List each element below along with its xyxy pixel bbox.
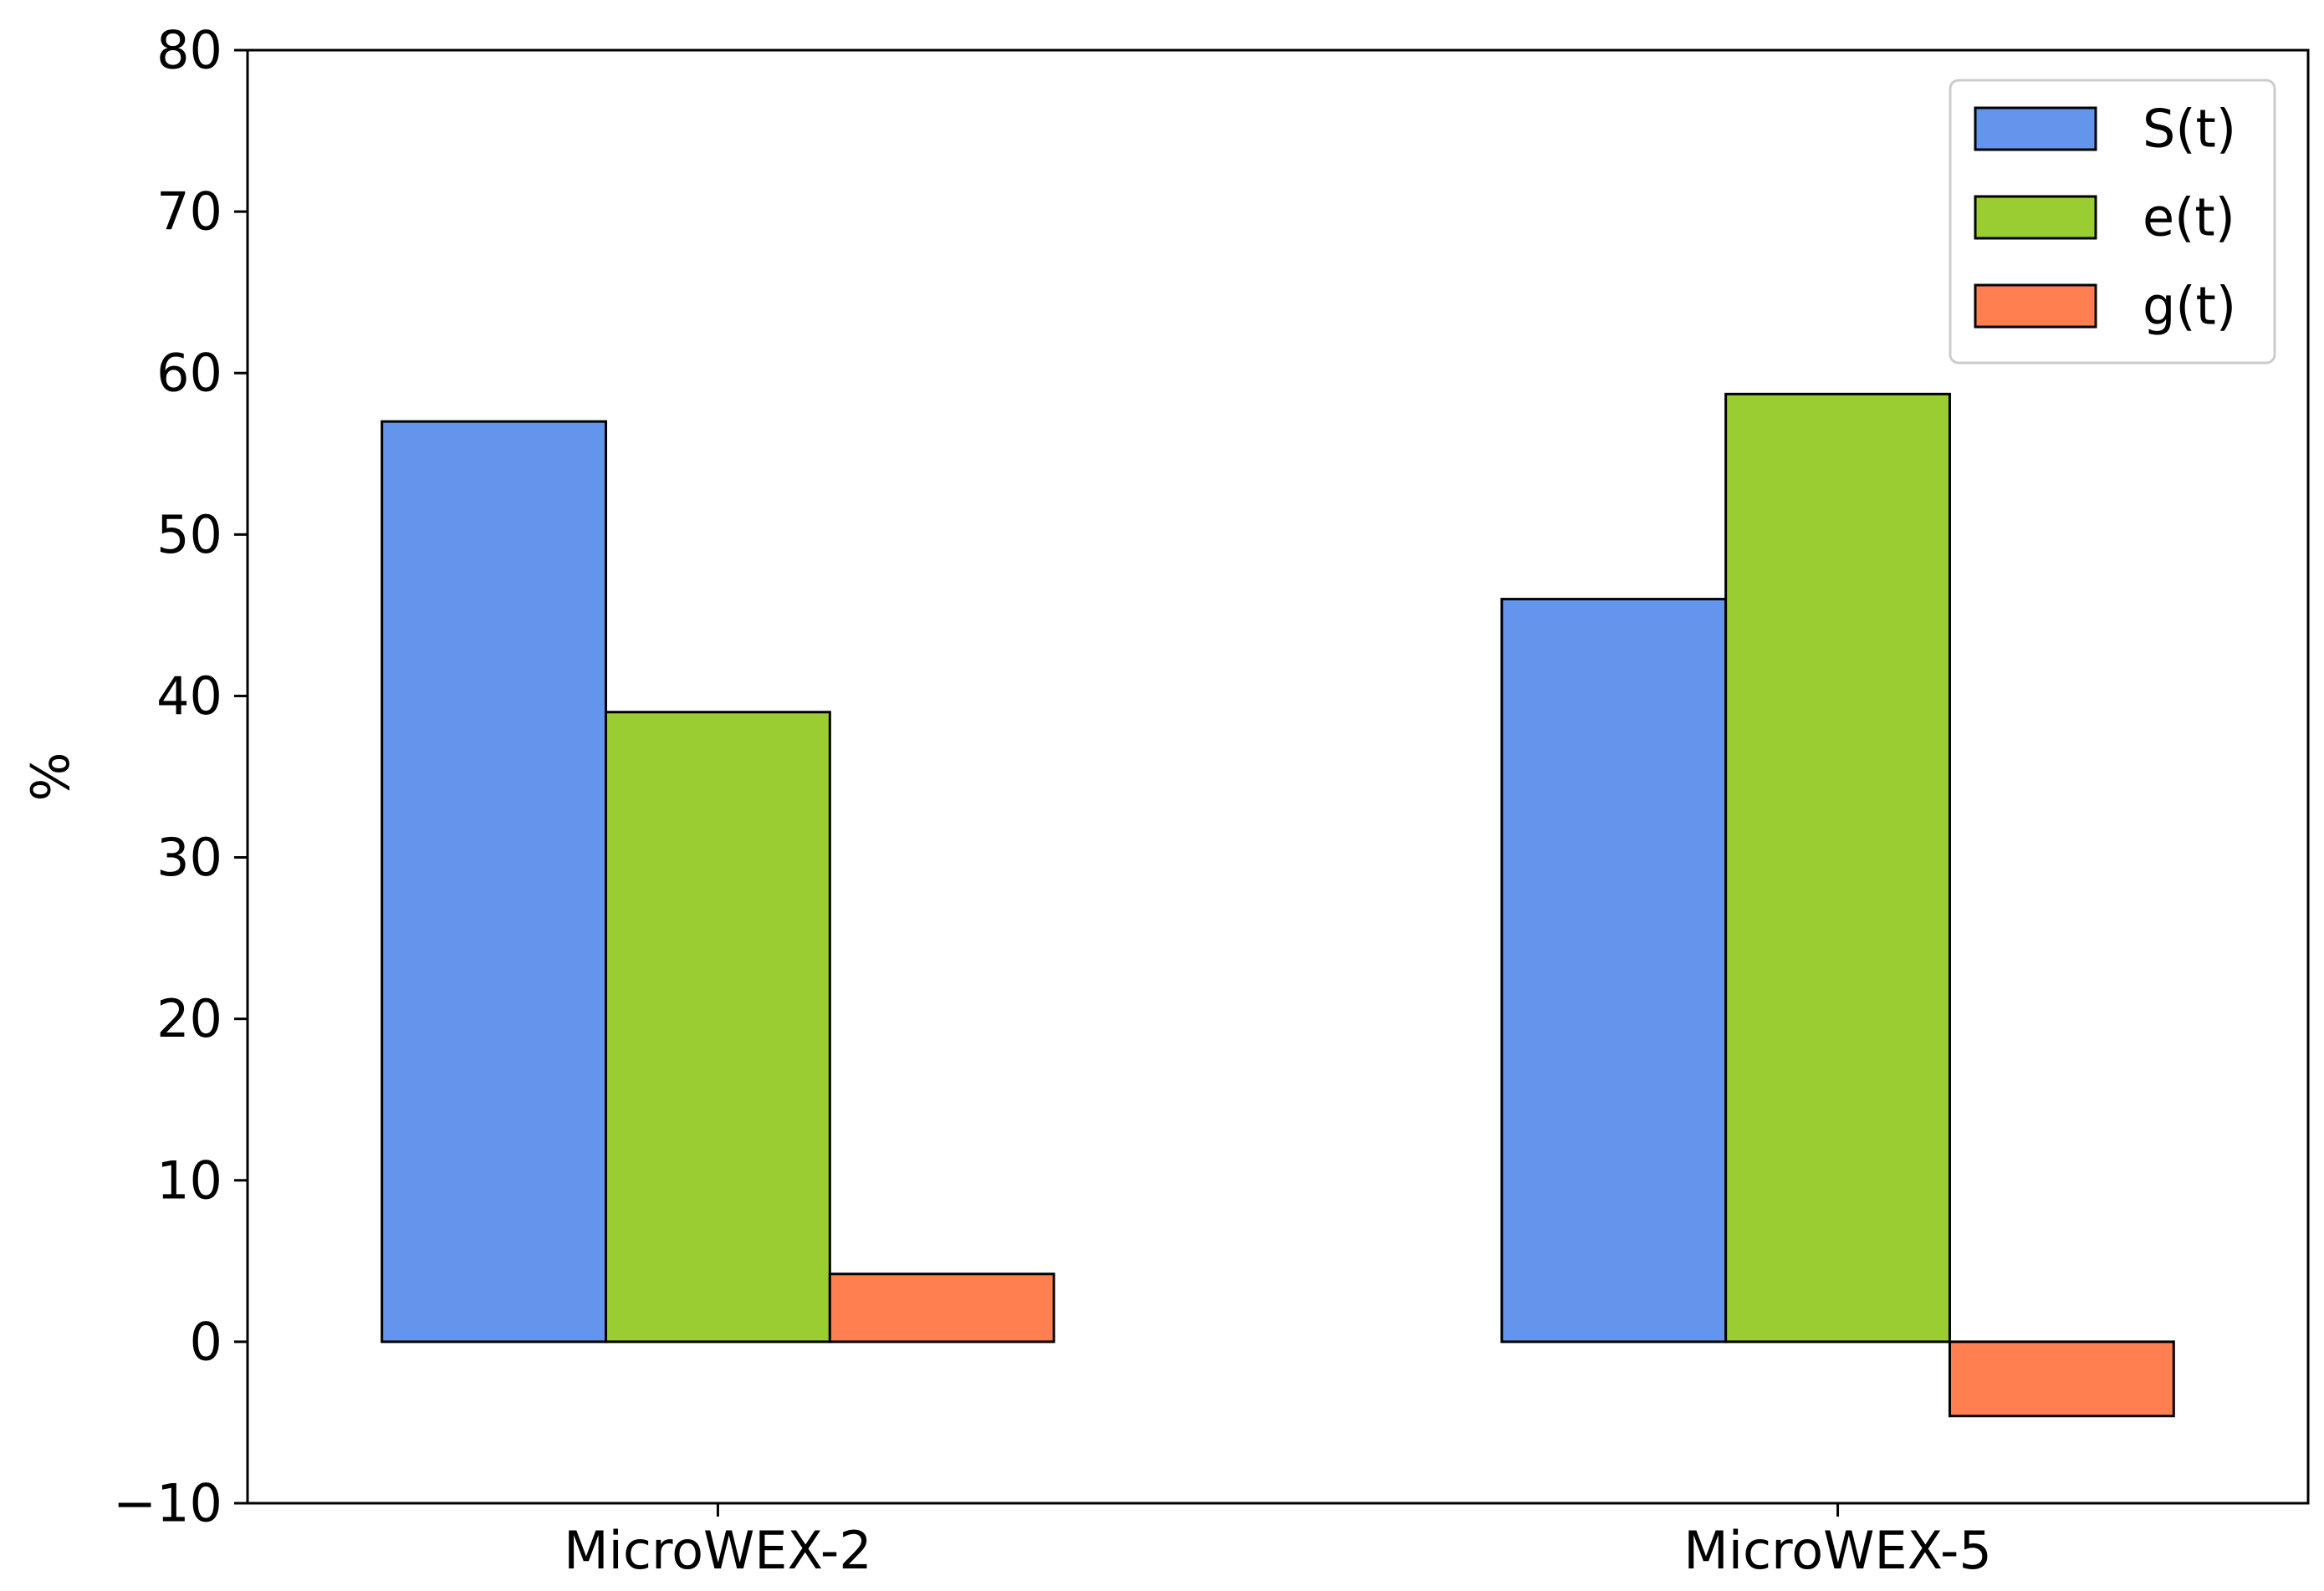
- y-tick-label: 40: [156, 665, 222, 727]
- y-tick-label: 10: [156, 1150, 222, 1211]
- y-tick-label: −10: [113, 1473, 222, 1534]
- legend-label: e(t): [2143, 187, 2235, 248]
- x-tick-label: MicroWEX-2: [564, 1520, 872, 1581]
- legend: S(t) e(t) g(t): [1949, 79, 2276, 365]
- legend-swatch: [1974, 195, 2097, 240]
- legend-swatch: [1974, 283, 2097, 329]
- y-tick-label: 20: [156, 988, 222, 1049]
- bar-st-microwex-2: [381, 420, 608, 1344]
- y-tick-label: 50: [156, 504, 222, 565]
- y-axis: −10 0 10 20 30 40 50 60 70 80: [113, 20, 248, 1534]
- y-tick-label: 60: [156, 343, 222, 404]
- y-axis-label: %: [20, 752, 81, 802]
- x-tick-label: MicroWEX-5: [1683, 1520, 1992, 1581]
- bar-et-microwex-5: [1724, 392, 1951, 1344]
- legend-label: S(t): [2143, 99, 2236, 160]
- y-tick-label: 30: [156, 827, 222, 888]
- bars: [381, 392, 2175, 1418]
- bar-gt-microwex-5: [1948, 1340, 2175, 1418]
- bar-gt-microwex-2: [828, 1272, 1055, 1344]
- y-tick-label: 0: [190, 1311, 222, 1372]
- legend-swatch: [1974, 106, 2097, 151]
- x-axis: MicroWEX-2 MicroWEX-5: [564, 1503, 1992, 1581]
- legend-label: g(t): [2143, 276, 2236, 337]
- plot-frame: [246, 48, 2310, 1505]
- y-tick-label: 70: [156, 181, 222, 242]
- bar-st-microwex-5: [1500, 598, 1728, 1344]
- bar-et-microwex-2: [605, 711, 831, 1344]
- y-tick-label: 80: [156, 20, 222, 81]
